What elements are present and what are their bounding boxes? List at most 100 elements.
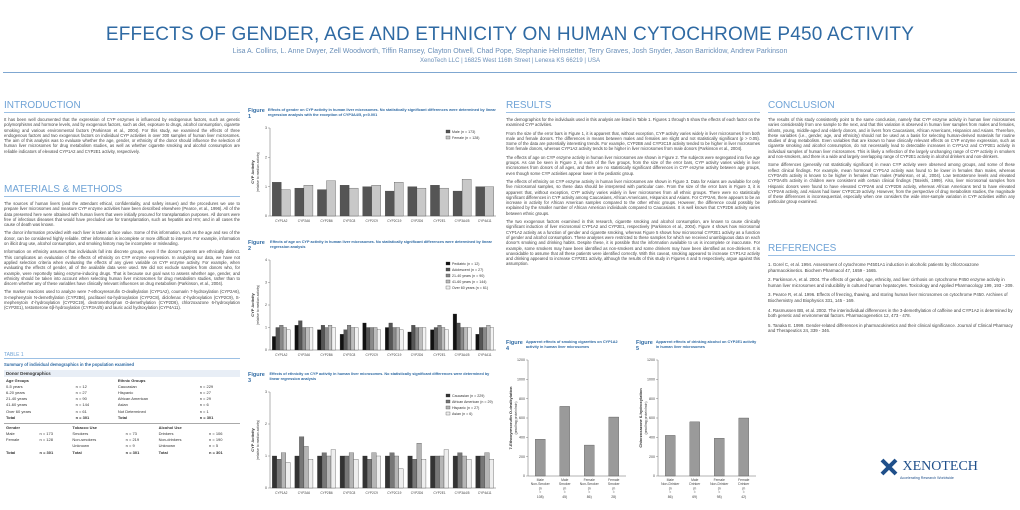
table-cell: Total [158,449,168,455]
x-tick-label: CYP3A4/5 [455,353,470,357]
table-cell: Age Groups [6,377,29,383]
bar [279,325,284,351]
bar [353,459,359,489]
table: Gender Tobacco Use Alcohol Use Male n = 173 S… [4,423,240,455]
table-cell: n = 73 [125,431,137,437]
table-cell: 21-40 years [6,396,28,402]
table-cell: n = 229 [199,383,214,389]
y-tick-label: 1000 [517,378,525,382]
section-text: It has been well documented that the exp… [4,117,240,154]
introduction: INTRODUCTION It has been well documented… [4,100,240,157]
bar [373,327,378,351]
table-cell: Unknown [72,443,90,449]
bar [394,182,404,217]
bar [348,187,359,217]
bar [294,187,305,217]
chart: 0 200 400 600 800 1000 1200 Chlorzoxazone 6-hyd… [638,358,756,499]
table-caption: Summary of individual demographics in th… [4,362,135,367]
table-cell: Non-smokers [72,437,97,443]
bar [326,180,336,217]
methods: MATERIALS & METHODS The sources of human… [4,184,240,314]
legend-swatch [445,261,451,266]
y-axis-title: Chlorzoxazone 6-hydroxylation [638,388,643,448]
table-cell: Gender [6,424,21,430]
bar [394,455,399,489]
y-tick-label: 0 [523,474,525,478]
section-text: The sources of human livers (and the att… [4,201,240,311]
references: REFERENCES 1. Gorel C, et al. 1994. Asse… [768,243,1015,338]
bar [421,459,427,489]
paragraph: It has been well documented that the exp… [4,117,240,154]
chart: 0 1 2 3 CYP Activity (relative to median acti… [250,390,496,495]
table-cell: Total [117,414,128,420]
bar [385,327,390,351]
table-cell: n = 5 [209,443,219,449]
reference: 2. Parkinson A, et al. 2004. The effects… [768,277,1014,288]
bar [367,459,372,489]
y-tick-label: 400 [519,436,525,440]
y-tick-label: 2 [265,156,267,160]
bar [385,190,395,217]
section-heading: REFERENCES [768,243,1015,256]
bar [317,329,322,351]
y-tick-label: 800 [649,397,655,401]
bar [452,190,463,217]
bar [418,327,423,351]
figure: Figure 3 Effects of ethnicity on CYP acti… [248,372,500,507]
bar [294,455,300,489]
bar [439,187,449,217]
table-cell: n = 301 [39,449,54,455]
bar [434,455,440,489]
table-cell: n = 173 [39,431,53,437]
bar [475,334,480,351]
legend-label: Male (n = 173) [452,130,475,134]
x-tick-label: CYP2C8 [343,491,356,495]
chart: 0 1 2 3 4 CYP Activity (relative to median act… [250,258,496,357]
legend-swatch [445,393,451,398]
bar [276,459,282,489]
y-tick-label: 3 [265,390,267,394]
bar [430,329,435,351]
bar [330,449,336,489]
table-cell: Caucasian [117,383,137,389]
bar [398,468,404,489]
bar [461,179,472,217]
paragraph: The two exogenous factors examined in th… [506,219,760,267]
table-cell: 0-5 years [6,383,23,389]
table-cell: n = 9 [125,443,135,449]
table-cell: Total [6,449,16,455]
y-axis-title: CYP Activity [250,427,255,451]
bar [416,187,427,217]
x-tick-label: CYP2C8 [343,353,356,357]
table-heading: Donor Demographics [4,370,240,377]
x-tick-label: CYP2D6 [411,491,424,495]
bar [321,452,327,489]
logo: XENOTECH Accelerating Research Worldwide [880,458,1010,480]
bar [584,444,595,477]
bar [559,406,570,477]
figure: Figure 5 Apparent effects of drinking alc… [636,340,760,507]
y-tick-label: 1200 [517,358,525,362]
bar [475,455,481,489]
table-cell: n = 128 [39,437,53,443]
y-axis-subtitle: (pmol/mg protein/min) [644,402,648,435]
table-row: Unknown n = 9 Unknown n = 5 [4,443,240,449]
x-tick-label: CYP4A11 [478,353,492,357]
bar [317,189,327,217]
table-cell: n = 301 [125,449,140,455]
bar [299,436,305,489]
table-cell: n = 12 [75,383,87,389]
figure-label: Figure 5 [636,340,653,352]
bar [366,327,371,351]
reference: 4. Rasmussen BB, et al. 2002. The interi… [768,307,1013,319]
figure-caption: Effects of age on CYP activity in human … [270,240,492,249]
bar [399,329,404,351]
x-tick-label: CYP2A6 [298,491,310,495]
figure-caption: Apparent effects of drinking alcohol on … [655,340,757,349]
x-tick-label: CYP2C9 [365,353,378,357]
bar [285,462,291,489]
section-heading: INTRODUCTION [4,100,240,113]
legend-label: Female (n = 128) [452,136,479,140]
y-axis-subtitle: (pmol/mg protein/min) [514,402,518,435]
table-cell: Male [6,431,15,437]
